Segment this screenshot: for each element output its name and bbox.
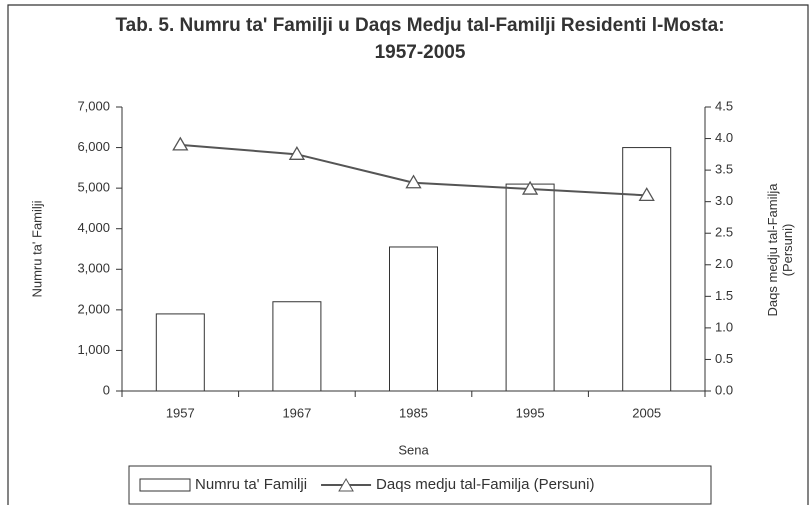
marker — [288, 146, 306, 160]
bar — [155, 313, 205, 392]
y2-tick-label: 2.0 — [715, 256, 733, 271]
y-axis-label: Numru ta' Familji — [29, 200, 44, 297]
y2-tick-label: 1.0 — [715, 319, 733, 334]
bar — [505, 183, 555, 392]
marker — [172, 136, 189, 151]
y2-tick-label: 0.5 — [715, 351, 733, 366]
chart-title: Tab. 5. Numru ta' Familji u Daqs Medju t… — [115, 15, 725, 63]
y2-axis-label: Daqs medju tal-Familja (Persuni) — [765, 183, 795, 317]
y2-tick-label: 3.5 — [715, 162, 733, 177]
y-tick-label: 3,000 — [77, 261, 110, 276]
y2-tick-label: 4.0 — [715, 130, 733, 145]
y2-tick-label: 4.5 — [715, 98, 733, 113]
y2-tick-label: 0.0 — [715, 382, 733, 397]
y-tick-label: 5,000 — [77, 180, 110, 195]
x-tick-label: 2005 — [632, 405, 661, 420]
x-axis-label: Sena — [398, 442, 429, 457]
legend-box — [128, 465, 712, 505]
marker — [638, 187, 655, 202]
bar — [272, 301, 322, 392]
legend: Numru ta' Familji Daqs medju tal-Familja … — [128, 465, 712, 505]
bar — [389, 246, 438, 392]
y-tick-label: 6,000 — [77, 139, 110, 154]
legend-label: Daqs medju tal-Familja (Persuni) — [376, 476, 594, 493]
y-tick-label: 7,000 — [77, 98, 110, 113]
x-tick-label: 1957 — [166, 405, 195, 420]
marker — [405, 174, 422, 189]
y-tick-label: 0 — [103, 382, 110, 397]
y2-tick-label: 2.5 — [715, 225, 733, 240]
x-tick-label: 1967 — [282, 405, 311, 420]
y-tick-label: 2,000 — [77, 301, 110, 316]
legend-marker — [338, 478, 354, 492]
legend-label: Numru ta' Familji — [195, 476, 307, 493]
marker — [521, 180, 539, 195]
y-tick-label: 4,000 — [77, 220, 110, 235]
x-tick-label: 1995 — [516, 405, 545, 420]
y-tick-label: 1,000 — [77, 342, 110, 357]
y2-tick-label: 1.5 — [715, 288, 733, 303]
frame — [7, 4, 809, 505]
bar — [622, 147, 672, 392]
x-tick-label: 1985 — [399, 405, 428, 420]
y2-tick-label: 3.0 — [715, 193, 733, 208]
legend-swatch — [139, 478, 191, 492]
